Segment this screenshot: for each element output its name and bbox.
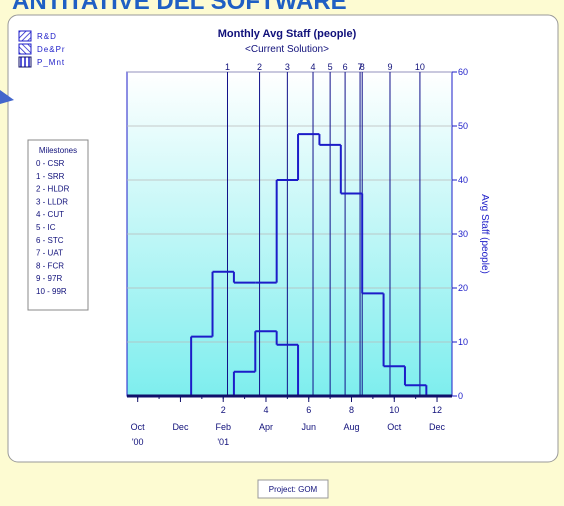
year-label: '00 (132, 437, 144, 447)
milestone-label: 6 (343, 62, 348, 72)
x-tick-number: 6 (306, 405, 311, 415)
x-tick-label: Dec (172, 422, 189, 432)
legend-label: De&Pr (37, 45, 66, 54)
page-title: ANTITATIVE DEL SOFTWARE (12, 0, 347, 15)
milestone-legend-item: 0 - CSR (36, 159, 65, 168)
milestone-label: 7 (358, 62, 363, 72)
milestone-legend-item: 2 - HLDR (36, 185, 70, 194)
milestone-label: 3 (285, 62, 290, 72)
y-axis-label: Avg Staff (people) (479, 194, 490, 274)
decoration (0, 90, 14, 104)
y-tick-label: 40 (458, 175, 468, 185)
milestone-label: 4 (311, 62, 316, 72)
y-tick-label: 60 (458, 67, 468, 77)
y-tick-label: 30 (458, 229, 468, 239)
y-tick-label: 10 (458, 337, 468, 347)
x-tick-label: Dec (429, 422, 446, 432)
milestone-legend-item: 4 - CUT (36, 210, 64, 219)
legend-swatch (18, 30, 32, 42)
milestone-label: 9 (387, 62, 392, 72)
y-tick-label: 0 (458, 391, 463, 401)
milestone-legend-item: 6 - STC (36, 236, 64, 245)
milestone-legend (27, 139, 89, 311)
milestone-legend-item: 5 - IC (36, 223, 56, 232)
milestone-legend-item: 9 - 97R (36, 274, 62, 283)
legend-label: P_Mnt (37, 58, 65, 67)
milestone-legend-title: Milestones (39, 146, 77, 155)
x-tick-label: Feb (215, 422, 231, 432)
milestone-legend-item: 7 - UAT (36, 249, 63, 258)
y-tick-label: 20 (458, 283, 468, 293)
milestone-label: 10 (415, 62, 425, 72)
milestone-label: 8 (360, 62, 365, 72)
milestone-legend-item: 10 - 99R (36, 287, 67, 296)
chart-title: Monthly Avg Staff (people) (218, 28, 357, 40)
year-label: '01 (217, 437, 229, 447)
x-tick-label: Oct (131, 422, 146, 432)
x-tick-label: Oct (387, 422, 402, 432)
x-tick-number: 4 (263, 405, 268, 415)
milestone-label: 5 (328, 62, 333, 72)
x-tick-number: 12 (432, 405, 442, 415)
x-tick-number: 8 (349, 405, 354, 415)
x-tick-number: 2 (221, 405, 226, 415)
milestone-legend-item: 1 - SRR (36, 172, 65, 181)
milestone-label: 1 (225, 62, 230, 72)
x-tick-number: 10 (389, 405, 399, 415)
milestone-legend-item: 3 - LLDR (36, 197, 68, 206)
milestone-label: 2 (257, 62, 262, 72)
x-tick-label: Aug (343, 422, 359, 432)
chart-subtitle: <Current Solution> (245, 44, 329, 55)
project-label: Project: GOM (269, 485, 318, 494)
y-tick-label: 50 (458, 121, 468, 131)
milestone-legend-item: 8 - FCR (36, 261, 64, 270)
legend-swatch (18, 43, 32, 55)
legend-label: R&D (37, 32, 57, 41)
project-box (257, 479, 329, 499)
x-tick-label: Jun (301, 422, 316, 432)
legend-swatch (18, 56, 32, 68)
x-tick-label: Apr (259, 422, 273, 432)
